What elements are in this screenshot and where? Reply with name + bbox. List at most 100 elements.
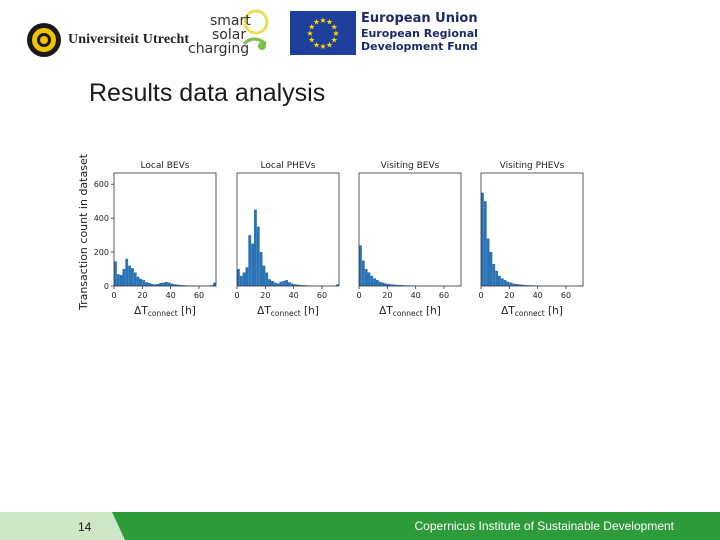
histogram-bar: [136, 276, 140, 286]
histogram-bar: [182, 285, 185, 286]
histogram-bar: [213, 282, 216, 286]
histogram-bar: [401, 285, 405, 286]
x-tick-label: 20: [504, 291, 514, 300]
y-tick-label: 400: [94, 214, 109, 223]
ssc-word-2: solar: [212, 27, 247, 43]
eu-star: ★: [313, 18, 320, 27]
x-tick-label: 0: [478, 291, 483, 300]
eu-star: ★: [308, 36, 315, 45]
footer-institute: Copernicus Institute of Sustainable Deve…: [414, 519, 674, 533]
x-tick-label: 0: [111, 291, 116, 300]
histogram-bar: [512, 283, 515, 286]
eu-star: ★: [331, 36, 338, 45]
histogram-bar: [498, 275, 501, 286]
histogram-bar: [145, 282, 148, 286]
sun-swirl-icon: [242, 9, 269, 50]
x-tick-label: 20: [137, 291, 147, 300]
histogram-bar: [176, 284, 180, 286]
histogram-bar: [271, 280, 274, 286]
histogram-bar: [276, 283, 280, 286]
histogram-bar: [262, 265, 266, 286]
eu-star: ★: [313, 40, 320, 49]
panel-title: Visiting BEVs: [381, 161, 440, 171]
eu-star: ★: [319, 42, 326, 51]
histogram-bar: [265, 272, 269, 286]
x-axis-label: ΔTconnect [h]: [257, 305, 319, 318]
histogram-bar: [517, 284, 521, 286]
histogram-bar: [515, 283, 518, 286]
histogram-bar: [167, 282, 171, 286]
histogram-bar: [361, 260, 365, 286]
histogram-bar: [273, 282, 277, 286]
histogram-bar: [282, 280, 286, 286]
histogram-bar: [296, 284, 300, 286]
histogram-bar: [506, 281, 510, 286]
histogram-bar: [336, 284, 339, 286]
eu-line-2: Development Fund: [361, 40, 478, 53]
y-tick-label: 600: [94, 180, 109, 189]
histogram-bar: [285, 280, 288, 286]
eu-star: ★: [331, 23, 338, 32]
panel-title: Local PHEVs: [261, 161, 316, 171]
ssc-word-3: charging: [188, 41, 250, 57]
x-tick-label: 60: [439, 291, 449, 300]
x-axis-label: ΔTconnect [h]: [134, 305, 196, 318]
panel-frame: [236, 172, 340, 287]
histogram-bar: [153, 284, 157, 286]
eu-line-1: European Regional: [361, 27, 478, 40]
histogram-bar: [125, 258, 129, 286]
histogram-bar: [489, 252, 493, 286]
histogram-bar: [378, 281, 382, 286]
eu-flag: ★ ★ ★ ★ ★ ★ ★ ★ ★ ★ ★ ★: [290, 11, 356, 55]
y-tick-label: 0: [104, 282, 109, 291]
eu-stars-icon: ★★★★★★★★★ ★ ★★: [306, 16, 339, 51]
histogram-bar: [237, 269, 240, 286]
histogram-bar: [242, 272, 246, 286]
histogram-bar: [170, 283, 174, 286]
eu-title: European Union: [361, 11, 478, 26]
histogram-bar: [165, 281, 168, 286]
university-logo: Universiteit Utrecht: [26, 22, 189, 58]
eu-star: ★: [326, 18, 333, 27]
x-tick-label: 0: [356, 291, 361, 300]
histogram-bar: [381, 282, 385, 286]
sun-seal-icon: [27, 23, 61, 57]
histogram-bar: [248, 235, 252, 286]
histogram-bar: [290, 283, 294, 286]
x-tick-label: 20: [260, 291, 270, 300]
histogram-bar: [288, 282, 291, 286]
ssc-word-1: smart: [210, 13, 251, 29]
eu-star: ★: [332, 29, 339, 38]
histogram-bar: [256, 226, 260, 286]
x-tick-label: 0: [234, 291, 239, 300]
eu-star: ★: [306, 29, 313, 38]
histogram-bar: [503, 280, 507, 286]
histogram-bar: [395, 284, 399, 286]
histogram-bar: [131, 268, 134, 286]
histogram-bar: [393, 284, 396, 286]
histogram-bar: [254, 209, 257, 286]
histogram-bar: [114, 261, 117, 286]
footer-bar: [0, 512, 720, 540]
histogram-bar: [162, 282, 165, 286]
histogram-bar: [279, 281, 283, 286]
histogram-bar: [150, 283, 154, 286]
histogram-bar: [259, 252, 263, 286]
histogram-bar: [173, 284, 177, 286]
university-name: Universiteit Utrecht: [68, 32, 190, 47]
histogram-svg: Transaction count in dataset Local BEVs 0…: [77, 153, 584, 318]
histogram-bar: [251, 243, 254, 286]
histogram-bar: [373, 278, 376, 286]
x-tick-label: 20: [382, 291, 392, 300]
histogram-bar: [142, 280, 146, 286]
x-axis-label: ΔTconnect [h]: [501, 305, 563, 318]
histogram-bar: [268, 279, 271, 286]
panel-frame: [113, 172, 217, 287]
histogram-bar: [159, 282, 163, 286]
histogram-bar: [133, 272, 137, 286]
histogram-bar: [495, 270, 498, 286]
histogram-bar: [148, 282, 151, 286]
footer-background: [0, 512, 720, 540]
histogram-bar: [483, 201, 487, 286]
histogram-bar: [245, 267, 249, 286]
